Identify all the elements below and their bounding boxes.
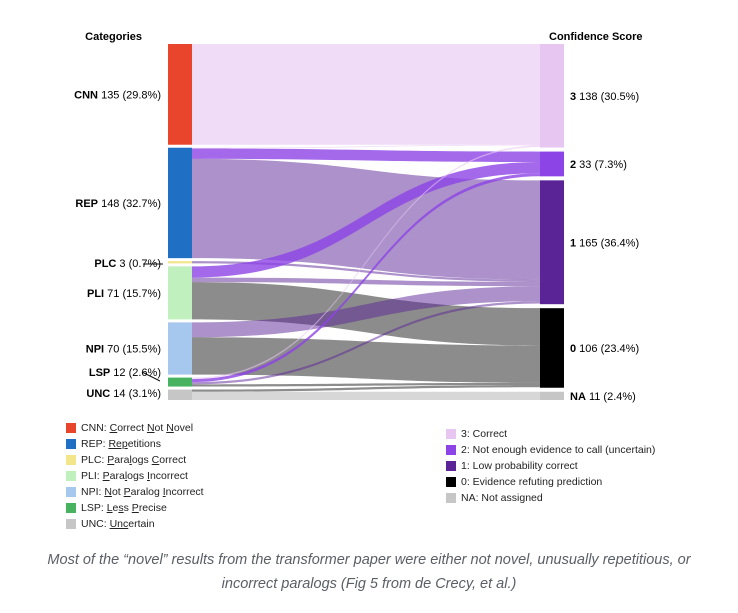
legend-swatch [66,423,76,433]
leader-lsp [141,371,161,382]
left-legend-item-rep: REP: Repetitions [66,436,204,452]
link-unc-to-na [192,391,540,400]
node-left-unc [168,389,192,400]
link-rep-to-2 [192,148,540,163]
legend-label: 1: Low probability correct [461,460,578,472]
legend-label: UNC: Uncertain [81,518,155,530]
left-header: Categories [85,31,142,43]
left-label-plc: PLC 3 (0.7%) [94,258,161,270]
right-legend-item-4: NA: Not assigned [446,490,655,506]
legend-label: LSP: Less Precise [81,502,167,514]
legend-label: CNN: Correct Not Novel [81,422,194,434]
legend-swatch [446,477,456,487]
right-legend: 3: Correct 2: Not enough evidence to call… [446,426,655,506]
link-plc-to-1 [192,261,540,282]
left-label-unc: UNC 14 (3.1%) [86,388,161,400]
legend-label: 0: Evidence refuting prediction [461,476,603,488]
left-label-pli: PLI 71 (15.7%) [87,288,161,300]
right-legend-item-3: 0: Evidence refuting prediction [446,474,655,490]
legend-swatch [66,503,76,513]
right-label-2: 2 33 (7.3%) [570,159,627,171]
legend-label: NA: Not assigned [461,492,543,504]
link-unc-to-0 [192,385,540,392]
left-legend-item-plc: PLC: Paralogs Correct [66,452,204,468]
legend-label: NPI: Not Paralog Incorrect [81,486,204,498]
right-legend-item-1: 2: Not enough evidence to call (uncertai… [446,442,655,458]
node-left-rep [168,147,192,259]
legend-swatch [66,487,76,497]
right-label-na: NA 11 (2.4%) [570,391,636,403]
node-left-pli [168,266,192,320]
node-right-2 [540,151,564,177]
link-lsp-to-3 [192,145,540,380]
link-pli-to-1 [192,277,540,287]
link-cnn-to-3 [192,44,540,145]
left-legend-item-cnn: CNN: Correct Not Novel [66,420,204,436]
sankey-nodes [168,44,564,400]
legend-swatch [446,461,456,471]
node-left-npi [168,322,192,375]
figure-caption: Most of the “novel” results from the tra… [47,552,691,592]
legend-label: 2: Not enough evidence to call (uncertai… [461,444,656,456]
legend-swatch [446,493,456,503]
node-right-na [540,391,564,400]
legend-swatch [66,519,76,529]
link-npi-to-1 [192,286,540,338]
legend-swatch [66,471,76,481]
legend-swatch [66,439,76,449]
left-labels: CNN 135 (29.8%) REP 148 (32.7%) PLC 3 (0.7… [74,89,163,400]
node-left-plc [168,261,192,264]
node-right-1 [540,180,564,305]
left-legend: CNN: Correct Not Novel REP: Repetitions PL… [66,420,204,532]
link-lsp-to-0 [192,382,540,387]
left-legend-item-lsp: LSP: Less Precise [66,500,204,516]
sankey-links [192,44,540,400]
right-label-0: 0 106 (23.4%) [570,343,639,355]
left-legend-item-unc: UNC: Uncertain [66,516,204,532]
link-lsp-to-2 [192,173,540,383]
legend-label: REP: Repetitions [81,438,161,450]
right-legend-item-2: 1: Low probability correct [446,458,655,474]
left-label-cnn: CNN 135 (29.8%) [74,89,161,101]
right-legend-item-0: 3: Correct [446,426,655,442]
legend-swatch [446,445,456,455]
node-right-3 [540,44,564,148]
right-labels: 3 138 (30.5%) 2 33 (7.3%) 1 165 (36.4%) 0 1… [570,91,639,403]
left-legend-item-pli: PLI: Paralogs Incorrect [66,468,204,484]
right-label-3: 3 138 (30.5%) [570,91,639,103]
left-label-npi: NPI 70 (15.5%) [86,343,161,355]
left-legend-item-npi: NPI: Not Paralog Incorrect [66,484,204,500]
right-header: Confidence Score [549,31,643,43]
node-right-0 [540,308,564,388]
legend-label: 3: Correct [461,428,508,440]
legend-swatch [446,429,456,439]
right-label-1: 1 165 (36.4%) [570,237,639,249]
link-pli-to-2 [192,162,540,278]
link-rep-to-3 [192,144,540,149]
link-lsp-to-1 [192,301,540,385]
link-npi-to-0 [192,337,540,383]
legend-label: PLI: Paralogs Incorrect [81,470,188,482]
left-label-lsp: LSP 12 (2.6%) [89,367,161,379]
node-left-cnn [168,44,192,145]
legend-swatch [66,455,76,465]
left-label-rep: REP 148 (32.7%) [75,198,161,210]
node-left-lsp [168,377,192,387]
legend-label: PLC: Paralogs Correct [81,454,187,466]
